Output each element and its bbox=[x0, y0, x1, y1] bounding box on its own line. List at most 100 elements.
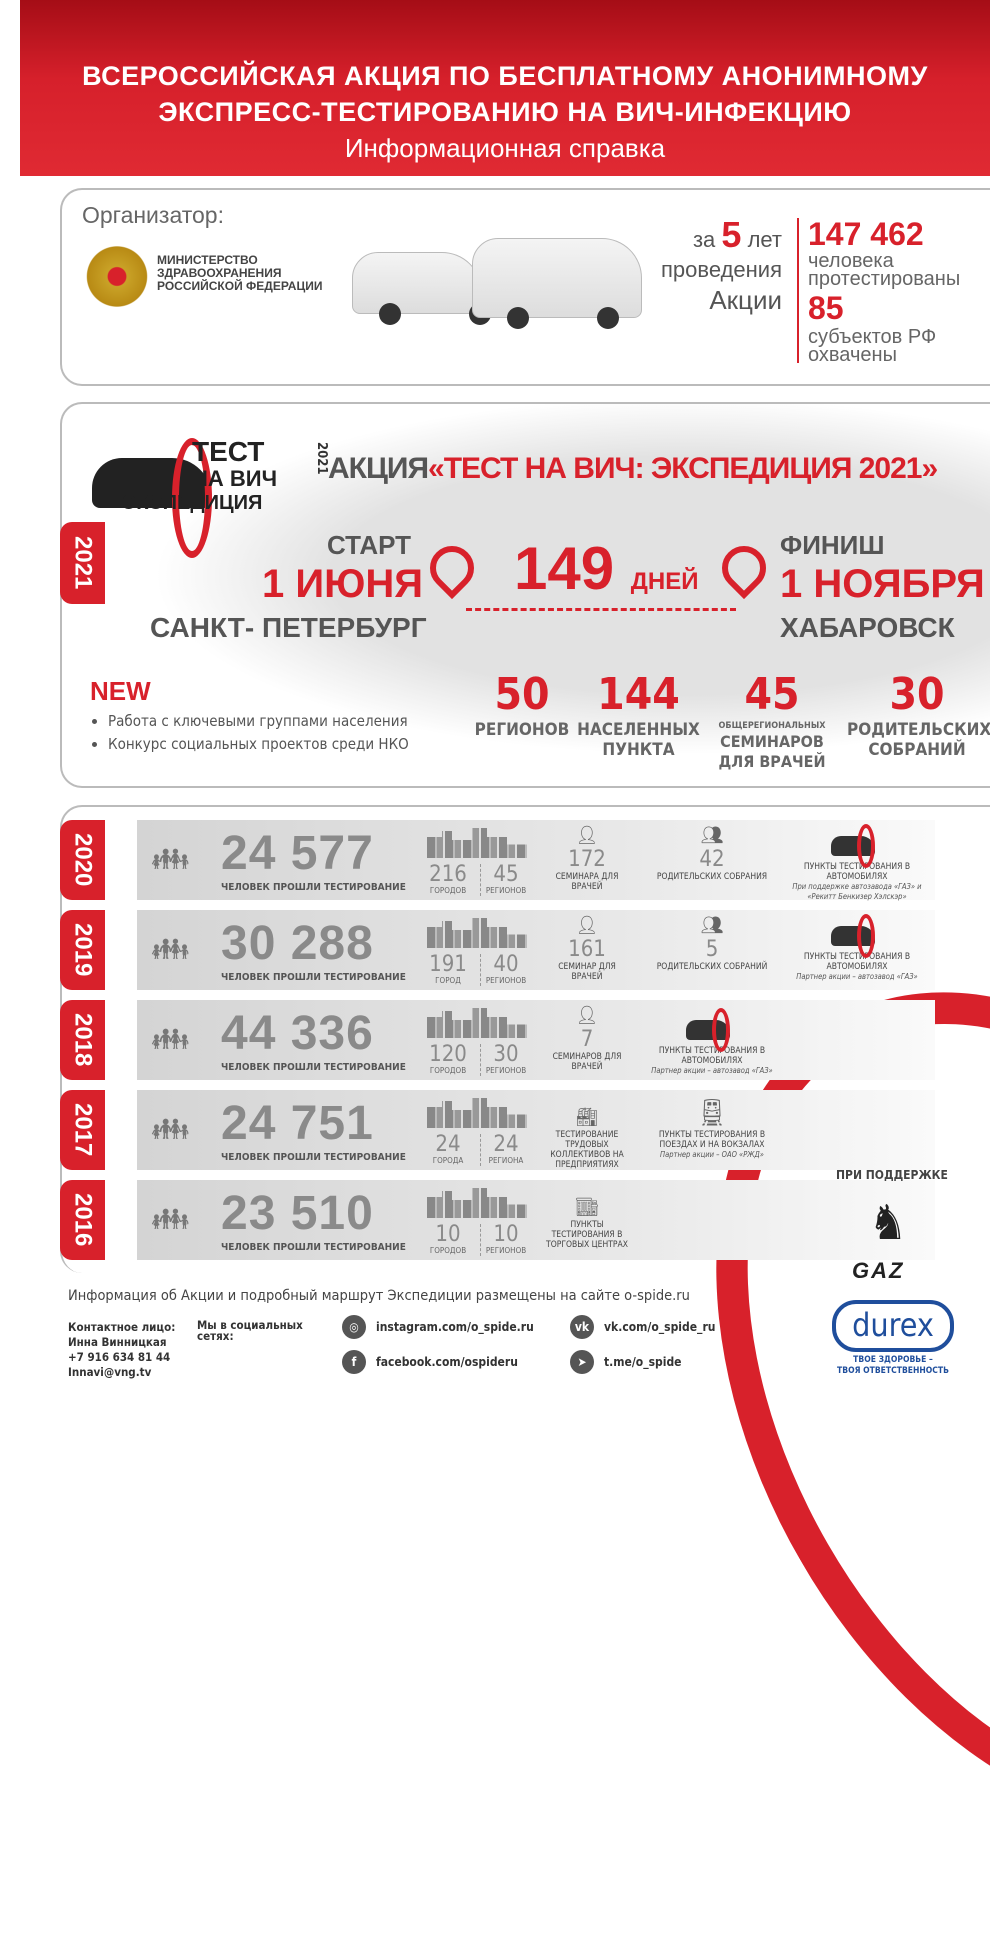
divider bbox=[480, 1134, 481, 1166]
regions-label: РЕГИОНОВ bbox=[485, 1066, 527, 1075]
organizer-card: Организатор: МИНИСТЕРСТВО ЗДРАВООХРАНЕНИ… bbox=[60, 188, 990, 386]
column-4: 🚆︎ ПУНКТЫ ТЕСТИРОВАНИЯ В ПОЕЗДАХ И НА ВОК… bbox=[647, 1098, 777, 1160]
start-label: СТАРТ bbox=[327, 530, 412, 560]
city-skyline-icon bbox=[427, 828, 527, 858]
facebook-icon: f bbox=[342, 1350, 366, 1374]
totals: 147 462 человека протестированы 85 субъек… bbox=[808, 216, 961, 366]
divider bbox=[480, 1044, 481, 1076]
expedition-logo-icon bbox=[827, 824, 887, 868]
factory-icon: 🏭︎ bbox=[575, 1107, 599, 1128]
expedition-logo-icon bbox=[682, 1008, 742, 1052]
mall-icon: 🏬︎ bbox=[575, 1197, 599, 1218]
tested-label: ЧЕЛОВЕК ПРОШЛИ ТЕСТИРОВАНИЕ bbox=[221, 972, 406, 983]
year-tab-2016: 2016 bbox=[60, 1180, 105, 1260]
tested-label: ЧЕЛОВЕК ПРОШЛИ ТЕСТИРОВАНИЕ bbox=[221, 882, 406, 893]
regions-count: 30 bbox=[493, 1042, 519, 1067]
year-tab-2019: 2019 bbox=[60, 910, 105, 990]
family-icon: 👪︎ bbox=[151, 1202, 190, 1237]
tested-count: 24 751 bbox=[221, 1097, 374, 1150]
family-icon: 👪︎ bbox=[151, 842, 190, 877]
stat-settlements: 144 НАСЕЛЕННЫХ ПУНКТА bbox=[577, 669, 700, 761]
city-skyline-icon bbox=[427, 918, 527, 948]
doctor-icon: 👤︎ bbox=[575, 915, 599, 936]
year-row: 👪︎ 23 510 ЧЕЛОВЕК ПРОШЛИ ТЕСТИРОВАНИЕ 10… bbox=[137, 1180, 935, 1260]
train-icon: 🚆︎ bbox=[695, 1098, 729, 1128]
tested-count: 24 577 bbox=[221, 827, 374, 880]
ministry-name: МИНИСТЕРСТВО ЗДРАВООХРАНЕНИЯ РОССИЙСКОЙ … bbox=[157, 253, 323, 293]
van-image bbox=[472, 238, 642, 329]
stat-seminars: 45 ОБЩЕРЕГИОНАЛЬНЫХ СЕМИНАРОВ ДЛЯ ВРАЧЕЙ bbox=[718, 669, 826, 772]
column-4: ПУНКТЫ ТЕСТИРОВАНИЯ В АВТОМОБИЛЯХ Партнер… bbox=[647, 1008, 777, 1076]
column-3: 👤︎ 161 СЕМИНАР ДЛЯ ВРАЧЕЙ bbox=[542, 915, 632, 983]
facebook-link[interactable]: f facebook.com/ospideru bbox=[342, 1350, 518, 1374]
cities-label: ГОРОДОВ bbox=[429, 886, 467, 895]
instagram-link[interactable]: ◎ instagram.com/o_spide.ru bbox=[342, 1315, 534, 1339]
start-pin-icon bbox=[420, 536, 484, 600]
family-icon: 👪︎ bbox=[151, 1112, 190, 1147]
ministry-emblem-icon bbox=[86, 238, 148, 308]
doctor-icon: 👤︎ bbox=[575, 825, 599, 846]
gaz-deer-icon: ♞ bbox=[868, 1195, 908, 1251]
year-row: 👪︎ 24 577 ЧЕЛОВЕК ПРОШЛИ ТЕСТИРОВАНИЕ 21… bbox=[137, 820, 935, 901]
column-3: 🏭︎ ТЕСТИРОВАНИЕ ТРУДОВЫХ КОЛЛЕКТИВОВ НА П… bbox=[542, 1107, 632, 1171]
durex-logo: durex bbox=[832, 1300, 954, 1352]
finish-label: ФИНИШ bbox=[780, 530, 885, 560]
regions-label: РЕГИОНОВ bbox=[485, 976, 527, 985]
cities-count: 24 bbox=[435, 1132, 461, 1157]
finish-city: ХАБАРОВСК bbox=[780, 612, 955, 643]
cities-count: 191 bbox=[429, 952, 467, 977]
durex-slogan: ТВОЕ ЗДОРОВЬЕ – ТВОЯ ОТВЕТСТВЕННОСТЬ bbox=[837, 1355, 949, 1376]
meeting-icon: 👥︎ bbox=[700, 915, 724, 936]
cities-label: ГОРОДОВ bbox=[429, 1066, 467, 1075]
route-line bbox=[466, 608, 736, 611]
instagram-icon: ◎ bbox=[342, 1315, 366, 1339]
year-tab-2021: 2021 bbox=[60, 522, 105, 604]
regions-count: 24 bbox=[493, 1132, 519, 1157]
tested-label: ЧЕЛОВЕК ПРОШЛИ ТЕСТИРОВАНИЕ bbox=[221, 1062, 406, 1073]
title-line-2: ЭКСПРЕСС-ТЕСТИРОВАНИЮ НА ВИЧ-ИНФЕКЦИЮ bbox=[158, 97, 852, 127]
divider bbox=[480, 954, 481, 986]
year-row: 👪︎ 30 288 ЧЕЛОВЕК ПРОШЛИ ТЕСТИРОВАНИЕ 19… bbox=[137, 910, 935, 990]
subtitle: Информационная справка bbox=[344, 133, 666, 163]
vk-link[interactable]: vk vk.com/o_spide_ru bbox=[570, 1315, 715, 1339]
doctor-icon: 👤︎ bbox=[575, 1005, 599, 1026]
tested-count: 23 510 bbox=[221, 1187, 374, 1240]
tested-count: 44 336 bbox=[221, 1007, 374, 1060]
header-banner: ВСЕРОССИЙСКАЯ АКЦИЯ ПО БЕСПЛАТНОМУ АНОНИ… bbox=[20, 0, 990, 176]
column-3: 👤︎ 172 СЕМИНАРА ДЛЯ ВРАЧЕЙ bbox=[542, 825, 632, 893]
gaz-logo: GAZ bbox=[852, 1258, 905, 1283]
regions-label: РЕГИОНОВ bbox=[485, 1246, 527, 1255]
regions-count: 40 bbox=[493, 952, 519, 977]
column-5: ПУНКТЫ ТЕСТИРОВАНИЯ В АВТОМОБИЛЯХ Партнер… bbox=[787, 914, 927, 982]
expedition-card: ТЕСТ НА ВИЧ ЭКСПЕДИЦИЯ 2021 АКЦИЯ«ТЕСТ Н… bbox=[60, 402, 990, 788]
tested-label: ЧЕЛОВЕК ПРОШЛИ ТЕСТИРОВАНИЕ bbox=[221, 1242, 406, 1253]
expedition-logo-icon bbox=[827, 914, 887, 958]
column-4: 👥︎ 42 РОДИТЕЛЬСКИХ СОБРАНИЯ bbox=[652, 825, 772, 883]
start-date: 1 ИЮНЯ bbox=[262, 562, 423, 606]
column-3: 🏬︎ ПУНКТЫ ТЕСТИРОВАНИЯ В ТОРГОВЫХ ЦЕНТРАХ bbox=[542, 1197, 632, 1251]
tested-count: 30 288 bbox=[221, 917, 374, 970]
family-icon: 👪︎ bbox=[151, 1022, 190, 1057]
vk-icon: vk bbox=[570, 1315, 594, 1339]
telegram-icon: ➤ bbox=[570, 1350, 594, 1374]
title-line-1: ВСЕРОССИЙСКАЯ АКЦИЯ ПО БЕСПЛАТНОМУ АНОНИ… bbox=[82, 61, 928, 91]
finish-date: 1 НОЯБРЯ bbox=[780, 562, 985, 606]
regions-label: РЕГИОНОВ bbox=[485, 886, 527, 895]
year-tab-2020: 2020 bbox=[60, 820, 105, 900]
cities-label: ГОРОД bbox=[435, 976, 461, 985]
cities-count: 120 bbox=[429, 1042, 467, 1067]
stat-parent-meetings: 30 РОДИТЕЛЬСКИХ СОБРАНИЙ bbox=[847, 669, 990, 761]
years-summary: за 5 лет проведения Акции bbox=[661, 214, 782, 316]
divider bbox=[797, 218, 799, 363]
column-4: 👥︎ 5 РОДИТЕЛЬСКИХ СОБРАНИЙ bbox=[652, 915, 772, 973]
new-label: NEW bbox=[90, 676, 151, 706]
telegram-link[interactable]: ➤ t.me/o_spide bbox=[570, 1350, 682, 1374]
regions-count: 45 bbox=[493, 862, 519, 887]
regions-count: 10 bbox=[493, 1222, 519, 1247]
organizer-label: Организатор: bbox=[82, 202, 224, 228]
meeting-icon: 👥︎ bbox=[700, 825, 724, 846]
cities-label: ГОРОДА bbox=[432, 1156, 464, 1165]
year-tab-2018: 2018 bbox=[60, 1000, 105, 1080]
city-skyline-icon bbox=[427, 1188, 527, 1218]
year-row: 👪︎ 44 336 ЧЕЛОВЕК ПРОШЛИ ТЕСТИРОВАНИЕ 12… bbox=[137, 1000, 935, 1080]
